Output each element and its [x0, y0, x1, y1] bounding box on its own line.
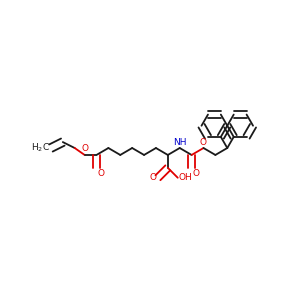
Text: O: O: [98, 169, 104, 178]
Text: OH: OH: [179, 173, 193, 182]
Text: O: O: [193, 169, 200, 178]
Text: O: O: [200, 137, 207, 146]
Text: O: O: [81, 145, 88, 154]
Text: O: O: [150, 173, 157, 182]
Text: NH: NH: [173, 137, 187, 146]
Text: H$_2$C: H$_2$C: [31, 142, 50, 154]
